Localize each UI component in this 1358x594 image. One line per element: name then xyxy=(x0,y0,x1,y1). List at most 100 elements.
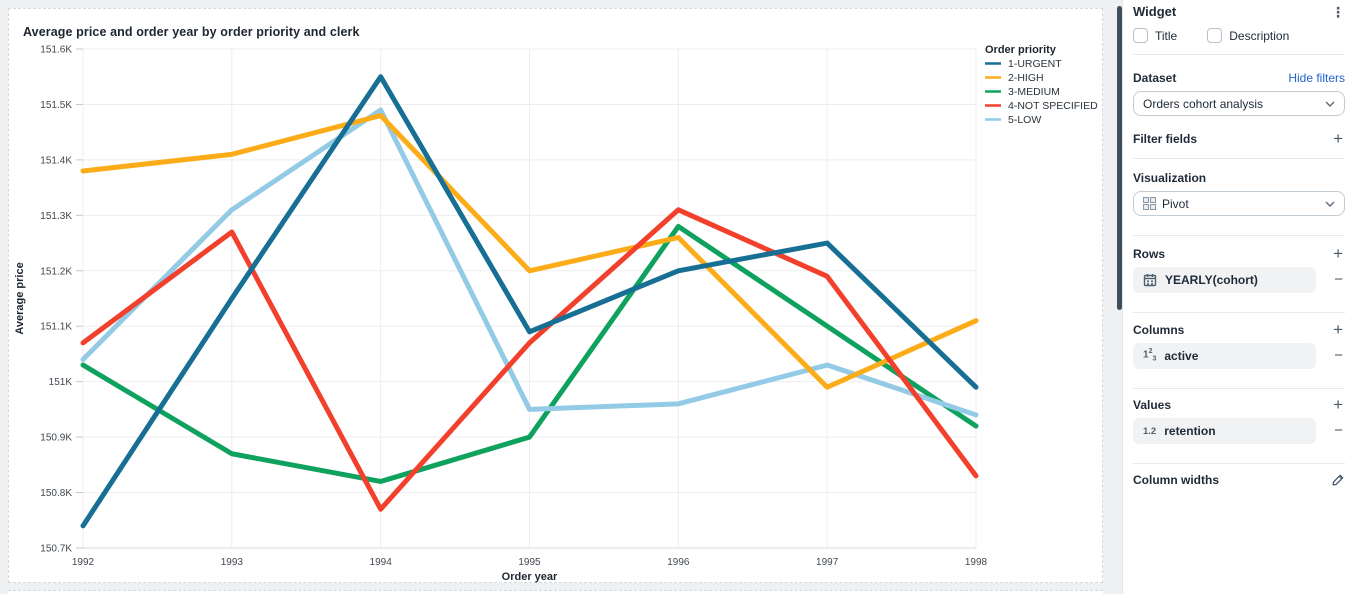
y-tick-label: 151.6K xyxy=(40,45,72,56)
column-widths-header: Column widths xyxy=(1133,473,1345,487)
number-field-icon: 123 xyxy=(1143,348,1157,363)
x-tick-label: 1992 xyxy=(72,557,95,568)
pencil-icon xyxy=(1332,474,1344,486)
divider xyxy=(1133,463,1345,464)
add-filter-field-button[interactable]: + xyxy=(1333,129,1343,148)
x-tick-label: 1998 xyxy=(965,557,988,568)
y-tick-label: 151.5K xyxy=(40,100,72,111)
chart-widget-card[interactable]: Average price and order year by order pr… xyxy=(8,8,1103,583)
legend-entry-label: 4-NOT SPECIFIED xyxy=(1008,100,1098,112)
divider xyxy=(1133,158,1345,159)
description-checkbox-label: Description xyxy=(1229,28,1290,43)
visualization-selected-value: Pivot xyxy=(1162,196,1189,211)
legend-entry-5-LOW[interactable]: 5-LOW xyxy=(985,114,1041,126)
series-line-1-URGENT[interactable] xyxy=(80,74,979,529)
columns-field-label: active xyxy=(1164,349,1199,363)
filter-fields-header: Filter fields + xyxy=(1133,129,1345,148)
values-field-label: retention xyxy=(1164,424,1216,438)
values-field-retention[interactable]: 1.2 retention xyxy=(1133,418,1316,444)
remove-value-field-button[interactable]: − xyxy=(1334,422,1343,439)
y-tick-label: 151.3K xyxy=(40,211,72,222)
y-tick-label: 150.9K xyxy=(40,433,72,444)
series-line-2-HIGH[interactable] xyxy=(80,113,979,390)
panel-header: Widget ⋮ xyxy=(1133,4,1345,19)
visualization-label: Visualization xyxy=(1133,171,1207,185)
chevron-down-icon xyxy=(1325,101,1335,107)
legend-entry-1-URGENT[interactable]: 1-URGENT xyxy=(985,58,1062,70)
kebab-menu-icon[interactable]: ⋮ xyxy=(1331,3,1345,20)
divider xyxy=(1133,235,1345,236)
series-line-4-NOT SPECIFIED[interactable] xyxy=(80,207,979,512)
columns-field-row: 123 active − xyxy=(1133,343,1345,369)
values-field-row: 1.2 retention − xyxy=(1133,418,1345,444)
x-tick-label: 1993 xyxy=(221,557,244,568)
panel-scrollbar-thumb[interactable] xyxy=(1117,6,1122,310)
title-checkbox-label: Title xyxy=(1155,28,1178,43)
divider xyxy=(1133,54,1345,55)
columns-label: Columns xyxy=(1133,323,1185,337)
remove-column-field-button[interactable]: − xyxy=(1334,347,1343,364)
legend-entry-label: 3-MEDIUM xyxy=(1008,86,1060,98)
divider xyxy=(1133,388,1345,389)
x-tick-label: 1996 xyxy=(667,557,690,568)
chart-title: Average price and order year by order pr… xyxy=(23,25,360,39)
rows-field-label: YEARLY(cohort) xyxy=(1165,273,1258,287)
y-tick-label: 151.2K xyxy=(40,266,72,277)
decimal-field-icon: 1.2 xyxy=(1143,425,1157,437)
description-checkbox[interactable] xyxy=(1207,28,1223,43)
legend-entry-2-HIGH[interactable]: 2-HIGH xyxy=(985,72,1044,84)
edit-column-widths-button[interactable] xyxy=(1331,473,1345,487)
add-column-field-button[interactable]: + xyxy=(1333,320,1343,339)
legend-entry-label: 5-LOW xyxy=(1008,114,1041,126)
legend-entry-label: 1-URGENT xyxy=(1008,58,1062,70)
visualization-select[interactable]: Pivot xyxy=(1133,191,1345,216)
values-label: Values xyxy=(1133,398,1172,412)
column-widths-label: Column widths xyxy=(1133,473,1219,487)
x-tick-label: 1995 xyxy=(518,557,541,568)
series-line-3-MEDIUM[interactable] xyxy=(80,223,979,484)
remove-row-field-button[interactable]: − xyxy=(1334,271,1343,288)
x-axis-title: Order year xyxy=(502,571,558,583)
x-tick-label: 1994 xyxy=(370,557,393,568)
dataset-select[interactable]: Orders cohort analysis xyxy=(1133,91,1345,116)
y-tick-label: 150.7K xyxy=(40,544,72,555)
columns-header: Columns + xyxy=(1133,320,1345,339)
values-header: Values + xyxy=(1133,395,1345,414)
rows-field-row: YEARLY(cohort) − xyxy=(1133,267,1345,293)
filter-fields-label: Filter fields xyxy=(1133,132,1198,146)
hide-filters-link[interactable]: Hide filters xyxy=(1288,71,1345,85)
title-toggle[interactable]: Title xyxy=(1133,28,1177,43)
rows-label: Rows xyxy=(1133,247,1166,261)
pivot-table-icon xyxy=(1143,197,1156,210)
calendar-icon xyxy=(1143,273,1157,287)
visualization-header: Visualization xyxy=(1133,171,1345,185)
y-tick-label: 150.8K xyxy=(40,488,72,499)
y-tick-label: 151K xyxy=(49,377,73,388)
panel-title: Widget xyxy=(1133,4,1177,19)
y-tick-label: 151.1K xyxy=(40,322,72,333)
rows-field-yearly-cohort[interactable]: YEARLY(cohort) xyxy=(1133,267,1316,293)
rows-header: Rows + xyxy=(1133,244,1345,263)
widget-toggles: Title Description xyxy=(1133,28,1345,43)
dataset-header: Dataset Hide filters xyxy=(1133,71,1345,85)
line-chart: 1992 1993 1994 1995 1996 1997 1998 150.7K 150.8K… xyxy=(14,44,1098,583)
legend-entry-4-NOT SPECIFIED[interactable]: 4-NOT SPECIFIED xyxy=(985,100,1098,112)
columns-field-active[interactable]: 123 active xyxy=(1133,343,1316,369)
dataset-label: Dataset xyxy=(1133,71,1177,85)
legend-entry-label: 2-HIGH xyxy=(1008,72,1044,84)
legend-entry-3-MEDIUM[interactable]: 3-MEDIUM xyxy=(985,86,1060,98)
y-axis-title: Average price xyxy=(14,262,26,334)
add-row-field-button[interactable]: + xyxy=(1333,244,1343,263)
divider xyxy=(1133,312,1345,313)
x-tick-label: 1997 xyxy=(816,557,839,568)
dataset-selected-value: Orders cohort analysis xyxy=(1143,96,1264,111)
next-widget-card-edge xyxy=(8,590,1103,594)
chevron-down-icon xyxy=(1325,201,1335,207)
series-line-5-LOW[interactable] xyxy=(80,107,979,418)
widget-settings-panel: Widget ⋮ Title Description Dataset Hide … xyxy=(1122,0,1358,594)
y-tick-label: 151.4K xyxy=(40,155,72,166)
description-toggle[interactable]: Description xyxy=(1207,28,1289,43)
add-value-field-button[interactable]: + xyxy=(1333,395,1343,414)
legend-title: Order priority xyxy=(985,44,1057,56)
title-checkbox[interactable] xyxy=(1133,28,1148,43)
